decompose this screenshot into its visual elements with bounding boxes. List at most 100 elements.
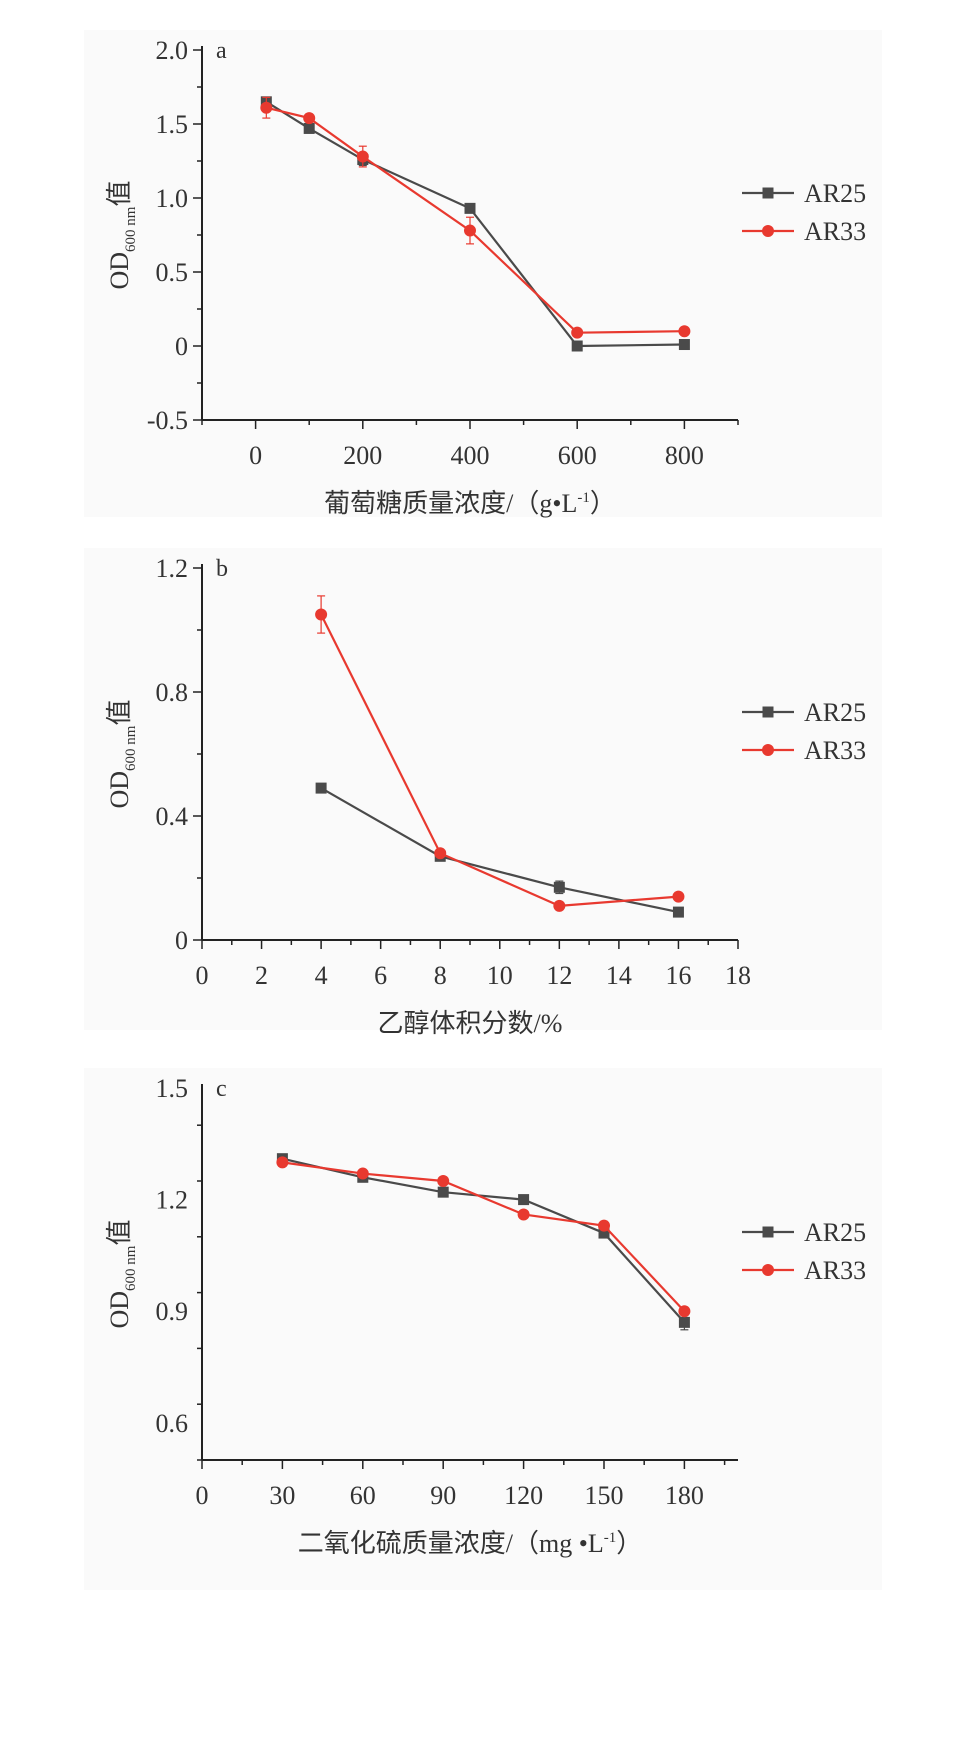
panel-background bbox=[84, 30, 882, 517]
x-tick-label: 0 bbox=[249, 441, 262, 470]
x-axis-title-end: ） bbox=[616, 1529, 642, 1558]
data-point bbox=[356, 1167, 369, 1180]
y-axis-title: OD600 nm值 bbox=[105, 181, 139, 290]
y-axis-title-sub: 600 nm bbox=[123, 1245, 139, 1291]
chart-panel-b: 0 2 4 6 8 10 12 14 16 18 0 0.4 0.8 1.2 b 乙醇体积分数/% OD600 … bbox=[84, 548, 882, 1038]
y-tick-label: 1.2 bbox=[156, 554, 189, 583]
x-axis-title-sup: -1 bbox=[577, 490, 590, 506]
y-axis-title-sub: 600 nm bbox=[123, 725, 139, 771]
y-tick-label: 0 bbox=[175, 332, 188, 361]
y-axis-title-main: OD bbox=[105, 771, 134, 809]
y-axis-title: OD600 nm值 bbox=[105, 700, 139, 809]
legend-marker bbox=[762, 1226, 774, 1238]
x-axis-title: 二氧化硫质量浓度/（mg •L-1） bbox=[298, 1529, 642, 1558]
data-point bbox=[678, 325, 691, 338]
data-point bbox=[678, 339, 690, 351]
series-AR33: AR33 bbox=[315, 595, 866, 912]
y-tick-label: 0 bbox=[175, 926, 188, 955]
panel-label: c bbox=[216, 1076, 227, 1102]
data-point bbox=[678, 1305, 691, 1318]
x-tick-label: 4 bbox=[315, 961, 328, 990]
x-tick-label: 60 bbox=[350, 1481, 376, 1510]
data-point bbox=[598, 1219, 610, 1232]
data-point bbox=[303, 112, 316, 125]
panel-label: b bbox=[216, 556, 228, 582]
x-axis-title-sup: -1 bbox=[604, 1530, 617, 1546]
panel-label: a bbox=[216, 38, 227, 64]
y-axis-title-sub: 600 nm bbox=[123, 206, 139, 252]
data-point bbox=[260, 101, 273, 114]
data-point bbox=[315, 608, 328, 621]
data-point bbox=[437, 1175, 450, 1187]
y-tick-label: 1.5 bbox=[156, 110, 189, 139]
data-point bbox=[464, 202, 476, 214]
x-tick-label: 6 bbox=[374, 961, 387, 990]
y-axis-title-main: OD bbox=[105, 1291, 134, 1329]
series-line bbox=[265, 100, 685, 348]
x-tick-label: 10 bbox=[487, 961, 513, 990]
y-tick-label: 0.4 bbox=[156, 802, 189, 831]
data-point bbox=[553, 899, 566, 912]
y-axis-title-end: 值 bbox=[105, 1220, 134, 1246]
x-tick-label: 600 bbox=[558, 441, 597, 470]
x-tick-label: 0 bbox=[196, 1481, 209, 1510]
data-point bbox=[464, 224, 476, 237]
series-line bbox=[266, 106, 685, 334]
x-axis-title: 乙醇体积分数/% bbox=[378, 1009, 563, 1038]
y-tick-label: 2.0 bbox=[156, 36, 189, 65]
y-tick-label: 0.6 bbox=[156, 1409, 189, 1438]
data-point bbox=[518, 1194, 530, 1206]
data-point bbox=[598, 1227, 610, 1239]
x-tick-label: 2 bbox=[255, 961, 268, 990]
data-point bbox=[553, 881, 565, 893]
series-AR33: AR33 bbox=[276, 1156, 866, 1318]
data-point bbox=[672, 906, 684, 918]
data-point bbox=[571, 326, 584, 339]
data-point bbox=[434, 847, 447, 860]
legend-marker bbox=[762, 706, 774, 718]
y-tick-label: -0.5 bbox=[147, 406, 188, 435]
legend-marker bbox=[762, 225, 774, 237]
x-axis-title-main: 乙醇体积分数/% bbox=[378, 1009, 563, 1038]
y-tick-label: 1.2 bbox=[156, 1186, 189, 1215]
chart-panel-a: 0 200 400 600 800 -0.5 0 0.5 1.0 1.5 2.0 a 葡萄糖质量浓度/（… bbox=[84, 30, 882, 518]
data-point bbox=[672, 890, 685, 903]
x-axis-title-main: 葡萄糖质量浓度/（g•L bbox=[324, 489, 577, 518]
data-point bbox=[517, 1208, 530, 1221]
series-line bbox=[320, 787, 679, 914]
x-tick-label: 12 bbox=[546, 961, 572, 990]
x-tick-label: 30 bbox=[269, 1481, 295, 1510]
y-axis-title-end: 值 bbox=[105, 181, 134, 207]
y-tick-label: 0.9 bbox=[156, 1297, 189, 1326]
x-axis-title: 葡萄糖质量浓度/（g•L-1） bbox=[324, 489, 616, 518]
legend-marker bbox=[762, 187, 774, 199]
y-axis-title: OD600 nm值 bbox=[105, 1220, 139, 1329]
series-AR33: AR33 bbox=[260, 96, 866, 339]
x-tick-label: 150 bbox=[585, 1481, 624, 1510]
y-axis-title-main: OD bbox=[105, 252, 134, 290]
series-line bbox=[282, 1157, 686, 1324]
data-point bbox=[356, 150, 369, 163]
x-axis-title-main: 二氧化硫质量浓度/（mg •L bbox=[298, 1529, 604, 1558]
data-point bbox=[315, 782, 327, 794]
legend-label: AR33 bbox=[804, 217, 866, 246]
legend-label: AR33 bbox=[804, 736, 866, 765]
data-point bbox=[276, 1156, 289, 1169]
legend-label: AR25 bbox=[804, 698, 866, 727]
legend-label: AR25 bbox=[804, 1218, 866, 1247]
x-tick-label: 0 bbox=[196, 961, 209, 990]
legend-label: AR25 bbox=[804, 179, 866, 208]
legend-marker bbox=[762, 1264, 774, 1276]
x-axis-title-end: ） bbox=[590, 489, 616, 518]
chart-panel-c: 0 30 60 90 120 150 180 0.6 0.9 1.2 1.5 c 二氧化硫质量浓度/（m… bbox=[84, 1068, 882, 1590]
y-axis-title-end: 值 bbox=[105, 700, 134, 726]
y-tick-label: 0.8 bbox=[156, 678, 189, 707]
y-tick-label: 1.5 bbox=[156, 1074, 189, 1103]
panel-background bbox=[84, 548, 882, 1030]
x-tick-label: 800 bbox=[665, 441, 704, 470]
data-point bbox=[437, 1186, 449, 1198]
x-tick-label: 8 bbox=[434, 961, 447, 990]
data-point bbox=[678, 1316, 690, 1328]
series-line bbox=[320, 614, 679, 908]
